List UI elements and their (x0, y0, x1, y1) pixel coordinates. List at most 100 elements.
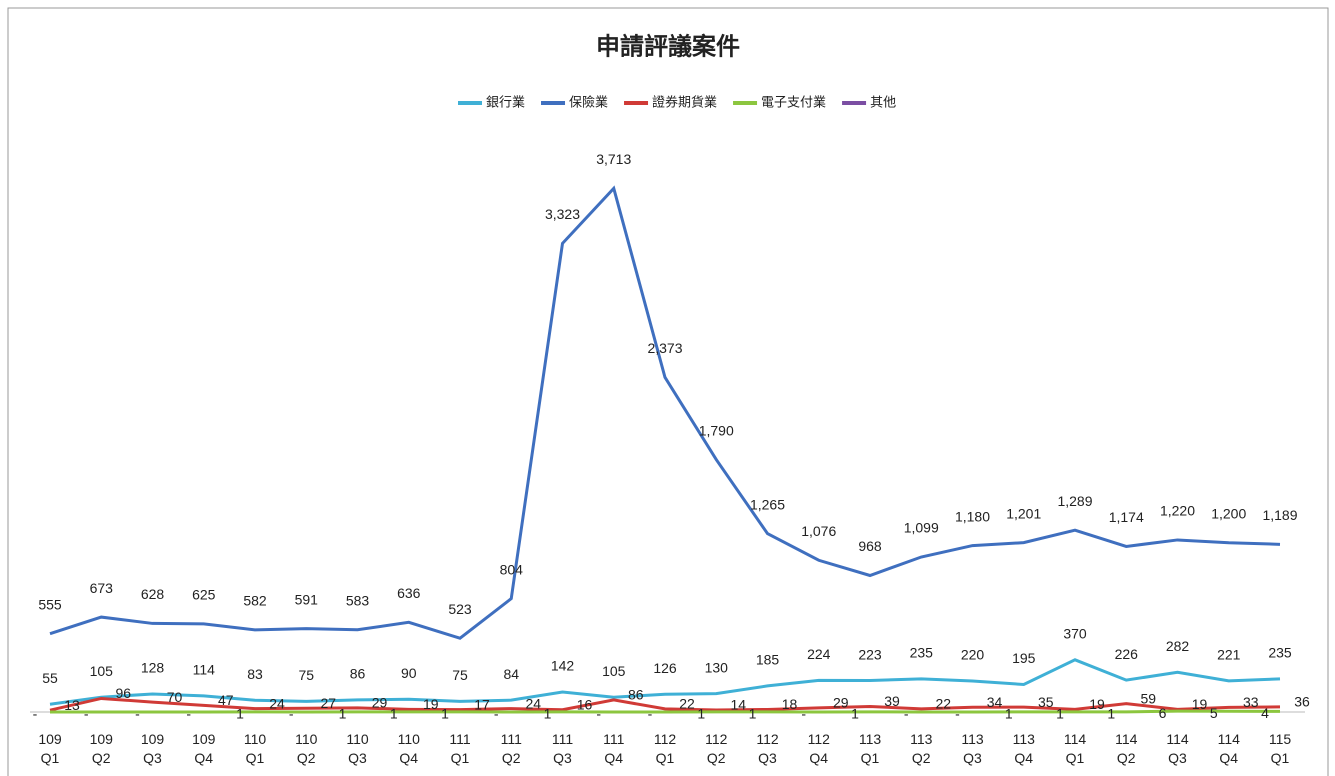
data-label: 1 (851, 706, 859, 722)
data-label: 29 (372, 695, 388, 711)
legend-label: 保險業 (569, 94, 608, 109)
x-tick-label: 111 Q4 (603, 731, 625, 766)
data-label: 36 (1294, 694, 1310, 710)
data-label: 235 (1268, 645, 1292, 661)
data-label: 804 (500, 561, 524, 577)
data-label: 224 (807, 646, 831, 662)
data-label: - (289, 706, 294, 722)
data-label: 1,200 (1211, 505, 1246, 521)
x-tick-label: 109 Q3 (140, 731, 165, 766)
data-label: 1 (339, 706, 347, 722)
data-label: 59 (1140, 690, 1156, 706)
x-tick-label: 110 Q3 (346, 731, 369, 766)
data-label: 1,220 (1160, 503, 1195, 519)
data-label: 27 (320, 695, 336, 711)
data-label: 17 (474, 696, 490, 712)
data-label: 33 (1243, 694, 1259, 710)
data-label: - (135, 706, 140, 722)
x-tick-label: 114 Q2 (1115, 731, 1138, 766)
data-label: 221 (1217, 647, 1241, 663)
data-label: - (596, 706, 601, 722)
x-tick-label: 112 Q3 (756, 731, 779, 766)
data-label: 75 (298, 667, 314, 683)
data-label: 130 (705, 659, 729, 675)
data-label: 105 (602, 663, 626, 679)
data-label: 35 (1038, 694, 1054, 710)
data-label: 4 (1261, 705, 1269, 721)
data-label: 1 (697, 706, 705, 722)
data-label: - (33, 706, 38, 722)
data-label: 370 (1063, 626, 1087, 642)
data-label: 1,201 (1006, 505, 1041, 521)
data-label: 18 (782, 696, 798, 712)
data-label: 6 (1159, 705, 1167, 721)
x-tick-label: 111 Q3 (551, 731, 574, 766)
data-label: 34 (987, 694, 1003, 710)
x-tick-label: 114 Q4 (1217, 731, 1240, 766)
data-label: - (955, 706, 960, 722)
data-label: - (648, 706, 653, 722)
x-tick-label: 114 Q1 (1063, 731, 1087, 766)
data-label: 70 (167, 689, 183, 705)
x-tick-label: 111 Q2 (500, 731, 522, 766)
data-label: 1,189 (1262, 507, 1297, 523)
x-tick-label: 113 Q4 (1012, 731, 1035, 766)
data-label: 1 (749, 706, 757, 722)
data-label: 3,323 (545, 206, 580, 222)
data-label: 2,373 (647, 340, 682, 356)
x-tick-label: 113 Q3 (961, 731, 984, 766)
data-label: 126 (653, 660, 677, 676)
x-tick-label: 113 Q1 (858, 731, 882, 766)
data-label: - (904, 706, 909, 722)
data-label: 223 (858, 646, 882, 662)
data-label: 3,713 (596, 151, 631, 167)
data-label: 583 (346, 592, 370, 608)
data-label: - (186, 706, 191, 722)
data-label: 1 (544, 706, 552, 722)
data-label: 22 (935, 696, 951, 712)
data-label: 105 (90, 663, 114, 679)
data-label: 24 (525, 695, 541, 711)
x-tick-label: 109 Q1 (38, 731, 62, 766)
data-label: 185 (756, 652, 780, 668)
data-label: 90 (401, 665, 417, 681)
data-label: 1,289 (1057, 493, 1092, 509)
data-label: 19 (1089, 696, 1105, 712)
data-label: 1,099 (904, 520, 939, 536)
data-label: 19 (1192, 696, 1208, 712)
legend-label: 銀行業 (486, 94, 525, 109)
x-tick-label: 111 Q1 (449, 731, 471, 766)
x-tick-label: 109 Q4 (192, 731, 216, 766)
data-label: 96 (115, 685, 131, 701)
legend-label: 證券期貨業 (652, 94, 717, 109)
data-label: 22 (679, 696, 695, 712)
x-tick-label: 110 Q1 (243, 731, 267, 766)
data-label: 582 (243, 593, 267, 609)
x-tick-label: 115 Q1 (1268, 731, 1292, 766)
data-label: 195 (1012, 650, 1036, 666)
series-line (49, 696, 1281, 712)
data-label: 1 (441, 706, 449, 722)
data-label: 226 (1115, 646, 1139, 662)
data-label: 628 (141, 586, 165, 602)
data-label: 1,174 (1109, 509, 1144, 525)
x-tick-label: 110 Q4 (397, 731, 420, 766)
x-tick-label: 112 Q4 (807, 731, 830, 766)
data-label: 84 (503, 666, 519, 682)
data-label: - (494, 706, 499, 722)
series-line (49, 658, 1281, 706)
data-label: 24 (269, 695, 285, 711)
legend-label: 電子支付業 (761, 94, 826, 109)
data-label: 1 (1005, 706, 1013, 722)
data-label: 1 (236, 706, 244, 722)
data-label: 1 (390, 706, 398, 722)
x-tick-label: 114 Q3 (1166, 731, 1189, 766)
data-label: 16 (577, 696, 593, 712)
data-label: 591 (295, 591, 319, 607)
data-label: 86 (350, 666, 366, 682)
data-label: 282 (1166, 638, 1190, 654)
data-label: 83 (247, 666, 263, 682)
x-tick-label: 112 Q2 (705, 731, 728, 766)
data-label: 523 (448, 601, 472, 617)
data-label: 55 (42, 670, 58, 686)
